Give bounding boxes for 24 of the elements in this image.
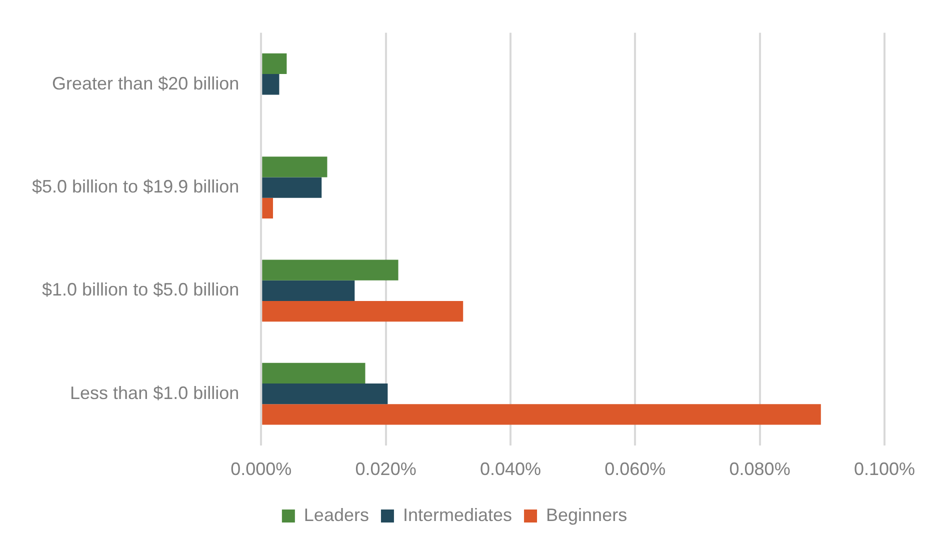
bar xyxy=(262,74,280,95)
bar xyxy=(262,384,388,404)
x-tick-label: 0.000% xyxy=(230,459,292,480)
bar xyxy=(262,404,821,425)
bar xyxy=(262,280,355,301)
legend-label: Intermediates xyxy=(402,504,512,525)
y-tick-label: $5.0 billion to $19.9 billion xyxy=(32,176,240,196)
bar xyxy=(262,300,464,322)
legend-label: Beginners xyxy=(546,504,628,525)
bar xyxy=(262,177,322,198)
y-tick-label: Less than $1.0 billion xyxy=(70,382,240,403)
x-tick-label: 0.020% xyxy=(355,459,416,480)
y-tick-label: $1.0 billion to $5.0 billion xyxy=(42,280,240,300)
x-tick-label: 0.040% xyxy=(480,459,542,480)
bar xyxy=(262,156,328,178)
bar xyxy=(262,362,366,384)
bar xyxy=(262,260,398,280)
x-tick-label: 0.060% xyxy=(604,459,666,480)
x-tick-label: 0.100% xyxy=(854,459,916,480)
y-tick-label: Greater than $20 billion xyxy=(52,73,240,94)
bar xyxy=(262,53,287,74)
bar xyxy=(262,198,273,218)
legend-label: Leaders xyxy=(304,504,369,525)
x-tick-label: 0.080% xyxy=(729,459,790,480)
